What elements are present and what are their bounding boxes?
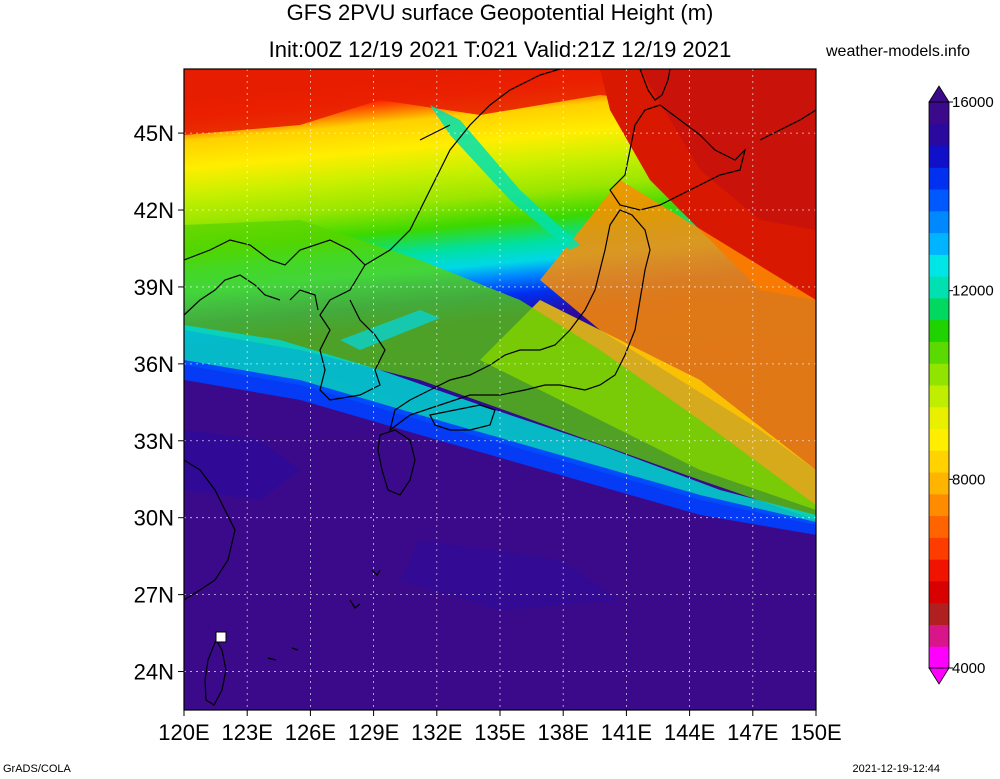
lat-tick-label: 27N <box>134 583 174 608</box>
colorbar-segment <box>929 145 949 168</box>
lon-tick-label: 141E <box>601 720 652 745</box>
gridlines <box>184 69 816 710</box>
colorbar-segment <box>929 537 949 560</box>
lat-tick-label: 39N <box>134 275 174 300</box>
lat-tick-label: 36N <box>134 352 174 377</box>
lon-tick-label: 147E <box>727 720 778 745</box>
colorbar-segment <box>929 232 949 255</box>
footer-right-label: 2021-12-19-12:44 <box>852 763 940 775</box>
colorbar-labels: 4000 8000 12000 16000 <box>949 94 994 677</box>
colorbar-segment <box>929 210 949 234</box>
colorbar-label: 8000 <box>952 471 985 488</box>
lon-tick-label: 138E <box>538 720 589 745</box>
colorbar-segment <box>929 102 949 125</box>
lon-tick-label: 135E <box>474 720 525 745</box>
title-line-1: GFS 2PVU surface Geopotential Height (m) <box>286 0 714 25</box>
station-marker <box>215 631 227 643</box>
lon-tick-label: 126E <box>285 720 336 745</box>
colorbar-segment <box>929 493 949 517</box>
footer-left-label: GrADS/COLA <box>3 763 71 775</box>
colorbar-segment <box>929 167 949 190</box>
field-layer <box>184 69 816 710</box>
source-label: weather-models.info <box>826 43 971 60</box>
colorbar-segment <box>929 123 949 147</box>
colorbar-segment <box>929 385 949 408</box>
colorbar-segment <box>929 602 949 625</box>
lon-tick-label: 123E <box>222 720 273 745</box>
colorbar-segment <box>929 276 949 299</box>
colorbar-label: 16000 <box>952 94 994 111</box>
colorbar-segment <box>929 363 949 386</box>
colorbar-segment <box>929 319 949 342</box>
colorbar-segment <box>929 254 949 277</box>
lon-tick-label: 144E <box>664 720 715 745</box>
colorbar-segment <box>929 646 949 669</box>
colorbar-segment <box>929 450 949 473</box>
colorbar-segment <box>929 580 949 604</box>
lon-tick-label: 129E <box>348 720 399 745</box>
colorbar-label: 12000 <box>952 283 994 300</box>
lat-tick-label: 33N <box>134 429 174 454</box>
lon-tick-label: 150E <box>790 720 841 745</box>
axis-ticks <box>178 132 817 716</box>
colorbar-segment <box>929 428 949 451</box>
colorbar <box>928 85 950 685</box>
lon-labels: 120E 123E 126E 129E 132E 135E 138E 141E 144E 147E… <box>158 720 841 745</box>
colorbar-segment <box>929 406 949 430</box>
colorbar-segment <box>929 515 949 538</box>
colorbar-segment <box>929 559 949 582</box>
lat-tick-label: 45N <box>134 121 174 146</box>
lat-tick-label: 42N <box>134 198 174 223</box>
colorbar-segment <box>929 341 949 364</box>
lat-tick-label: 24N <box>134 660 174 685</box>
colorbar-segment <box>929 297 949 321</box>
colorbar-label: 4000 <box>952 660 985 677</box>
lon-tick-label: 120E <box>158 720 209 745</box>
colorbar-segment <box>929 624 949 647</box>
colorbar-max-arrow <box>928 85 950 103</box>
title-line-2: Init:00Z 12/19 2021 T:021 Valid:21Z 12/1… <box>268 37 732 62</box>
colorbar-min-arrow <box>928 667 950 685</box>
coastline-layer <box>184 69 816 706</box>
colorbar-segment <box>929 472 949 495</box>
lat-tick-label: 30N <box>134 506 174 531</box>
colorbar-segment <box>929 189 949 212</box>
lon-tick-label: 132E <box>411 720 462 745</box>
lat-labels: 24N 27N 30N 33N 36N 39N 42N 45N <box>134 121 174 684</box>
